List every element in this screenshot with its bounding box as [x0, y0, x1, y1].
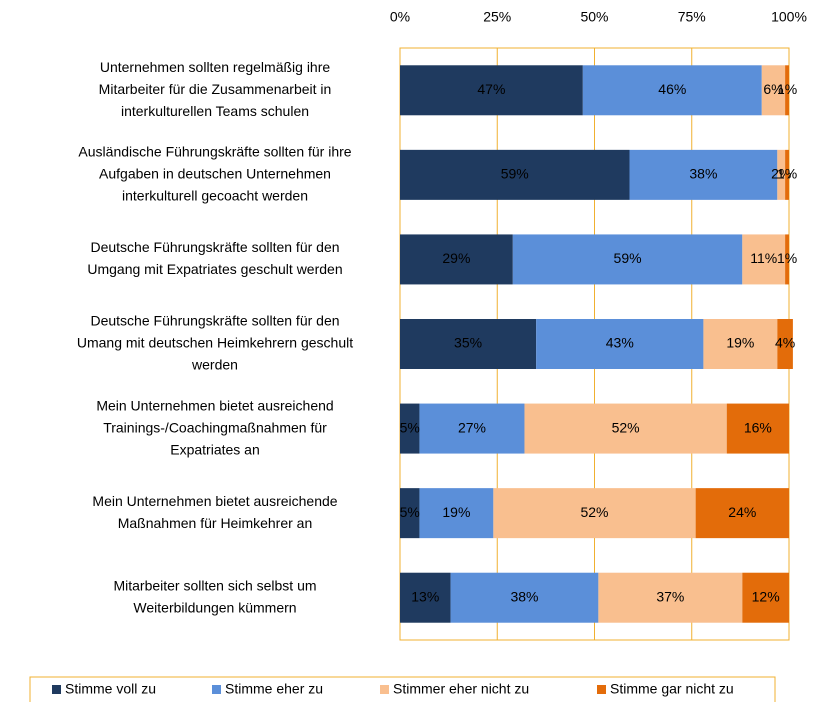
- value-label: 59%: [614, 250, 642, 266]
- x-tick-label: 50%: [580, 9, 608, 25]
- bar-segment: [726, 403, 789, 454]
- bar-segment: [536, 319, 704, 369]
- x-tick-label: 100%: [771, 9, 807, 25]
- bar-segment: [419, 488, 494, 539]
- x-tick-label: 75%: [678, 9, 706, 25]
- legend-label: Stimmer eher nicht zu: [393, 681, 529, 697]
- x-tick-label: 25%: [483, 9, 511, 25]
- bar-segment: [419, 403, 525, 454]
- bar-segment: [450, 572, 599, 623]
- value-label: 1%: [777, 81, 797, 97]
- bar-segment: [400, 65, 583, 116]
- x-tick-label: 0%: [390, 9, 410, 25]
- bar-segment: [761, 65, 786, 116]
- value-label: 13%: [411, 588, 439, 604]
- value-label: 16%: [744, 419, 772, 435]
- bar-segment: [777, 319, 793, 369]
- bar-segment: [785, 234, 789, 285]
- value-label: 19%: [726, 335, 754, 351]
- bar-segment: [493, 488, 696, 539]
- bar-segment: [742, 572, 789, 623]
- bar-segment: [400, 149, 630, 200]
- value-label: 1%: [777, 250, 797, 266]
- value-label: 35%: [454, 335, 482, 351]
- category-label: Umgang mit Expatriates geschult werden: [87, 261, 342, 277]
- category-label: Maßnahmen für Heimkehrer an: [118, 515, 313, 531]
- bar-segment: [629, 149, 778, 200]
- value-label: 43%: [606, 335, 634, 351]
- value-label: 29%: [442, 250, 470, 266]
- legend-box: [29, 676, 776, 702]
- bar-segment: [695, 488, 789, 539]
- bar-segment: [400, 234, 513, 285]
- value-label: 38%: [510, 588, 538, 604]
- category-label: interkulturell gecoacht werden: [122, 188, 308, 204]
- category-label: Mein Unternehmen bietet ausreichende: [92, 493, 337, 509]
- category-label: Mein Unternehmen bietet ausreichend: [96, 397, 333, 413]
- category-label: Aufgaben in deutschen Unternehmen: [99, 166, 331, 182]
- value-label: 52%: [580, 504, 608, 520]
- legend-swatch: [212, 685, 221, 694]
- value-label: 1%: [777, 166, 797, 182]
- value-label: 5%: [400, 419, 420, 435]
- category-label: interkulturellen Teams schulen: [121, 103, 309, 119]
- category-label: Trainings-/Coachingmaßnahmen für: [103, 419, 327, 435]
- bar-segment: [400, 488, 420, 539]
- value-label: 38%: [689, 166, 717, 182]
- legend-swatch: [52, 685, 61, 694]
- value-label: 37%: [656, 588, 684, 604]
- bar-segment: [598, 572, 743, 623]
- bar-segment: [400, 319, 537, 369]
- value-label: 11%: [750, 250, 777, 266]
- category-label: Umang mit deutschen Heimkehrern geschult: [77, 335, 353, 351]
- value-label: 46%: [658, 81, 686, 97]
- legend-label: Stimme gar nicht zu: [610, 681, 734, 697]
- bar-segment: [785, 65, 789, 116]
- bar-segment: [524, 403, 727, 454]
- category-label: Ausländische Führungskräfte sollten für …: [78, 144, 351, 160]
- legend-swatch: [597, 685, 606, 694]
- bar-segment: [777, 149, 786, 200]
- value-label: 5%: [400, 504, 420, 520]
- value-label: 59%: [501, 166, 529, 182]
- category-label: Expatriates an: [170, 441, 260, 457]
- category-label: Deutsche Führungskräfte sollten für den: [90, 313, 339, 329]
- value-label: 47%: [477, 81, 505, 97]
- legend-swatch: [380, 685, 389, 694]
- value-label: 4%: [775, 335, 795, 351]
- value-label: 6%: [763, 81, 783, 97]
- category-label: Mitarbeiter sollten sich selbst um: [113, 577, 316, 593]
- bar-segment: [742, 234, 786, 285]
- bar-segment: [400, 403, 420, 454]
- value-label: 12%: [752, 588, 780, 604]
- legend-label: Stimme eher zu: [225, 681, 323, 697]
- bar-segment: [512, 234, 743, 285]
- bar-segment: [582, 65, 762, 116]
- category-label: Deutsche Führungskräfte sollten für den: [90, 239, 339, 255]
- category-label: werden: [191, 357, 238, 373]
- bar-segment: [400, 572, 451, 623]
- value-label: 52%: [612, 419, 640, 435]
- legend-label: Stimme voll zu: [65, 681, 156, 697]
- category-label: Weiterbildungen kümmern: [133, 599, 296, 615]
- value-label: 19%: [442, 504, 470, 520]
- bar-segment: [785, 149, 789, 200]
- category-label: Mitarbeiter für die Zusammenarbeit in: [99, 81, 332, 97]
- value-label: 27%: [458, 419, 486, 435]
- value-label: 24%: [728, 504, 756, 520]
- category-label: Unternehmen sollten regelmäßig ihre: [100, 59, 331, 75]
- bar-segment: [703, 319, 778, 369]
